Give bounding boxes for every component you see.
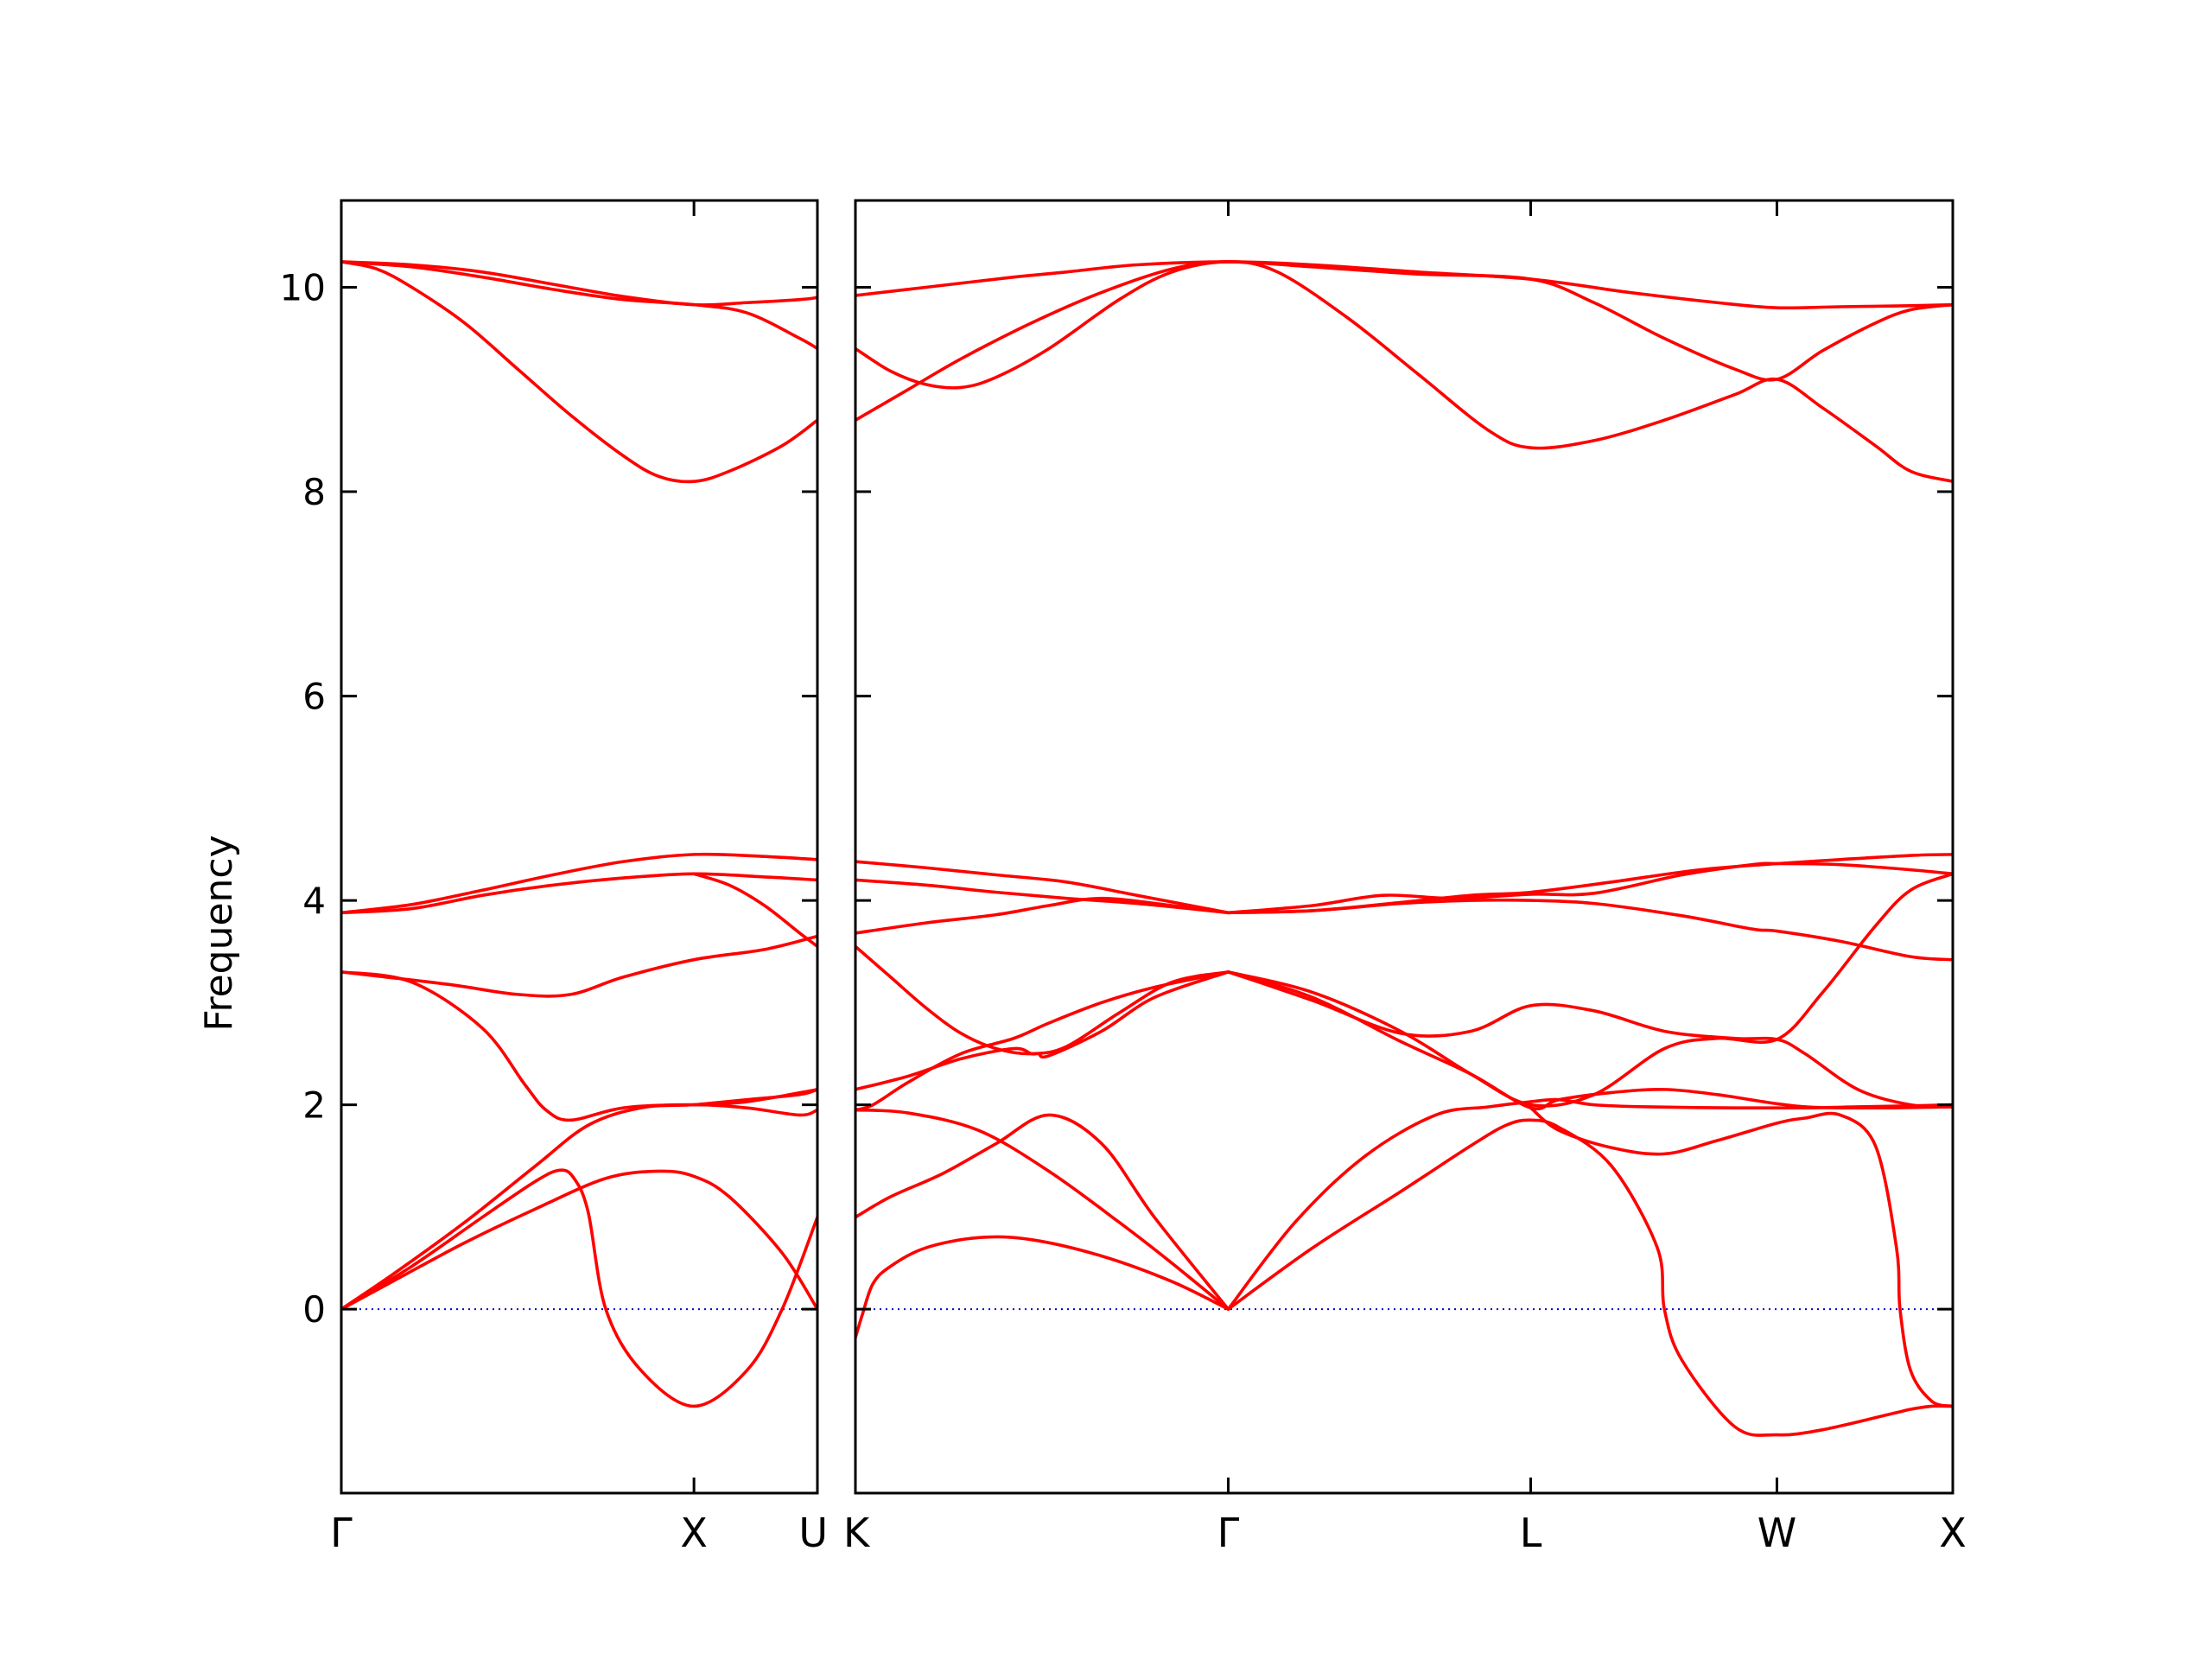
- band-line-7: [341, 852, 817, 915]
- band-line-7: [1226, 970, 1953, 1111]
- band-line-8: [1226, 970, 1953, 1109]
- panels-layer: 0 2 4 6 8 10 Γ X U K Γ L W X: [280, 199, 1967, 1556]
- plot-frame: [854, 199, 1955, 1495]
- band-line-4: [341, 970, 817, 1122]
- band-line-9: [1226, 872, 1953, 1108]
- band-line-10: [1226, 861, 1953, 915]
- band-line-20: [855, 260, 1953, 484]
- band-line-3: [855, 1108, 1230, 1311]
- band-line-11: [692, 872, 817, 949]
- y-tick-label: 8: [302, 471, 326, 513]
- x-tick-label: U: [798, 1510, 828, 1556]
- band-line-12: [692, 1088, 817, 1107]
- x-tick-label: K: [843, 1510, 871, 1556]
- band-line-19: [855, 260, 1953, 310]
- x-tick-label: X: [680, 1510, 708, 1556]
- band-line-2: [341, 1168, 817, 1408]
- band-line-6: [341, 872, 817, 915]
- x-tick-label: Γ: [1217, 1510, 1240, 1556]
- x-tick-label: L: [1520, 1510, 1542, 1556]
- band-line-6: [1529, 1106, 1953, 1408]
- band-line-14: [855, 878, 1230, 915]
- band-line-2: [855, 1113, 1230, 1311]
- band-line-1: [855, 1235, 1230, 1340]
- band-line-16: [855, 944, 1230, 1056]
- band-line-21: [855, 260, 1953, 423]
- y-tick-label: 0: [302, 1288, 326, 1331]
- x-tick-label: Γ: [330, 1510, 353, 1556]
- y-tick-label: 4: [302, 880, 326, 922]
- band-line-13: [855, 860, 1230, 915]
- panel-gamma-x-u: 0 2 4 6 8 10 Γ X U: [280, 199, 828, 1556]
- x-tick-label: X: [1939, 1510, 1967, 1556]
- band-line-5: [341, 934, 817, 998]
- band-group: [341, 260, 817, 1408]
- band-line-15: [855, 896, 1230, 935]
- plot-frame: [340, 199, 819, 1495]
- y-tick-label: 2: [302, 1084, 326, 1127]
- y-tick-label: 6: [302, 676, 326, 718]
- band-line-1: [341, 1169, 817, 1311]
- band-line-18: [855, 970, 1230, 1112]
- x-tick-label: W: [1758, 1510, 1796, 1556]
- y-tick-label: 10: [280, 267, 326, 309]
- band-line-17: [855, 970, 1230, 1091]
- band-group: [855, 260, 1953, 1437]
- band-line-12: [1226, 853, 1953, 915]
- y-axis-label: Frequency: [197, 835, 241, 1031]
- band-line-3: [341, 1088, 817, 1311]
- band-line-9: [341, 260, 817, 351]
- band-line-5: [1226, 1118, 1953, 1437]
- band-line-10: [341, 260, 817, 307]
- band-line-8: [341, 260, 817, 484]
- band-line-4: [1226, 1097, 1953, 1311]
